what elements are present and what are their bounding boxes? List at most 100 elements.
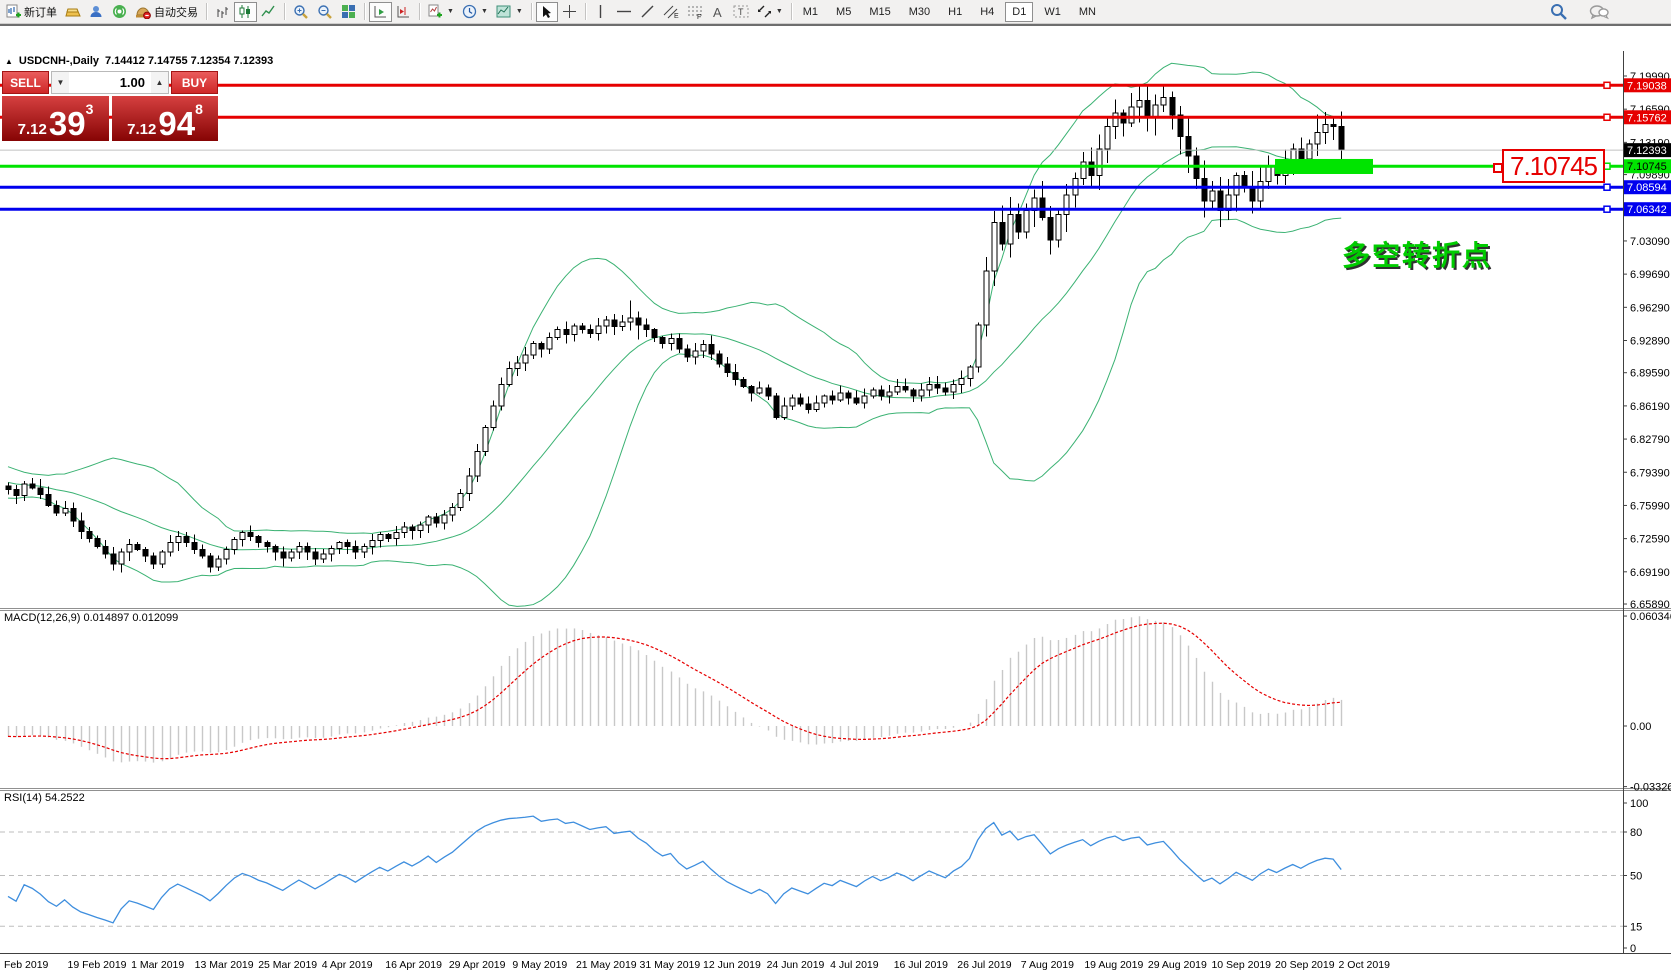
bull-bear-turning-point-note[interactable]: 多空转折点	[1342, 240, 1493, 271]
text-label-button[interactable]: T	[729, 2, 753, 22]
price-axis: 7.199907.165907.131907.098907.064907.030…	[1623, 71, 1671, 955]
bar-chart-button[interactable]	[211, 2, 234, 22]
chart-shift-icon	[397, 6, 409, 18]
chart-shift-button[interactable]	[392, 2, 415, 22]
fibonacci-button[interactable]: F	[683, 2, 707, 22]
template-chart-icon	[496, 5, 511, 17]
periods-button[interactable]: ▼	[458, 2, 492, 22]
auto-scroll-button[interactable]	[369, 1, 392, 22]
crosshair-button[interactable]	[558, 2, 581, 22]
timeframe-button-W1[interactable]: W1	[1044, 5, 1061, 18]
templates-button[interactable]: ▼	[492, 2, 527, 22]
time-axis-label: 24 Jun 2019	[767, 959, 825, 971]
time-axis-label: 7 Aug 2019	[1021, 959, 1074, 971]
horizontal-price-lines	[0, 83, 1623, 211]
rsi-axis-label: 100	[1630, 798, 1648, 810]
timeframe-button-M5[interactable]: M5	[836, 5, 852, 18]
time-axis-label: 16 Apr 2019	[385, 959, 442, 971]
price-axis-label: 6.69190	[1630, 567, 1670, 579]
auto-trading-label: 自动交易	[154, 6, 198, 19]
chat-button[interactable]	[1585, 2, 1613, 22]
time-axis[interactable]: Feb 2019 19 Feb 2019 1 Mar 2019 13 Mar 2019…	[4, 959, 1390, 971]
timeframe-button-H1[interactable]: H1	[948, 5, 963, 18]
community-icon	[90, 6, 102, 17]
chart-canvas[interactable]: 7.199907.165907.131907.098907.064907.030…	[0, 51, 1671, 975]
volume-increase-button[interactable]: ▲	[151, 72, 168, 93]
zoom-in-button[interactable]	[289, 2, 313, 22]
toolbar-right-group	[1546, 2, 1613, 22]
trendline-button[interactable]	[636, 2, 659, 22]
auto-scroll-icon	[374, 6, 386, 18]
price-badge	[1624, 202, 1671, 217]
price-callout-box[interactable]: 7.10745	[1502, 149, 1605, 183]
price-axis-label: 6.79390	[1630, 467, 1670, 479]
price-axis-label: 6.92890	[1630, 335, 1670, 347]
price-axis-label: 6.86190	[1630, 401, 1670, 413]
rsi-axis-label: 15	[1630, 921, 1642, 933]
line-chart-button[interactable]	[257, 2, 280, 22]
equidistant-channel-button[interactable]: E	[659, 2, 683, 22]
timeframe-button-D1[interactable]: D1	[1005, 1, 1034, 22]
candlesticks	[5, 83, 1345, 573]
indicators-button[interactable]: ▼	[424, 2, 458, 22]
sell-price-prefix: 7.12	[17, 121, 47, 138]
new-order-icon	[6, 4, 21, 18]
candlestick-chart-button[interactable]	[234, 1, 257, 22]
svg-text:T: T	[738, 7, 744, 17]
volume-input[interactable]	[69, 72, 151, 93]
text-icon: A	[713, 5, 722, 19]
price-axis-label: 6.82790	[1630, 434, 1670, 446]
price-badge-label: 7.10745	[1627, 161, 1667, 173]
dropdown-caret: ▼	[480, 8, 488, 15]
timeframe-button-M30[interactable]: M30	[908, 5, 931, 18]
buy-button[interactable]: BUY	[171, 71, 218, 94]
vertical-line-button[interactable]	[590, 2, 612, 22]
cursor-button[interactable]	[535, 1, 558, 22]
text-label-icon: T	[733, 5, 749, 18]
timeframe-button-MN[interactable]: MN	[1078, 5, 1096, 18]
crosshair-icon	[562, 5, 576, 18]
line-end-handle[interactable]	[1603, 205, 1611, 213]
new-order-button[interactable]: 新订单	[2, 2, 61, 22]
horizontal-line-button[interactable]	[612, 2, 636, 22]
line-end-handle[interactable]	[1603, 81, 1611, 90]
sell-price-display[interactable]: 7.12 39 3	[2, 96, 109, 141]
buy-price-pips: 94	[158, 104, 196, 142]
one-click-panel-toggle-icon[interactable]: ▲	[5, 56, 13, 66]
timeframe-group: M1 M5 M15 M30 H1 H4 D1 W1 MN	[796, 1, 1103, 22]
time-axis-label: 19 Feb 2019	[68, 959, 127, 971]
signals-button[interactable]	[108, 2, 131, 22]
search-button[interactable]	[1546, 2, 1571, 22]
market-button[interactable]	[61, 2, 85, 22]
svg-text:E: E	[674, 13, 679, 19]
sell-button[interactable]: SELL	[2, 71, 49, 94]
price-panel	[0, 62, 1623, 607]
auto-trading-button[interactable]: 自动交易	[131, 2, 202, 22]
timeframe-button-M15[interactable]: M15	[869, 5, 891, 18]
zoom-out-button[interactable]	[313, 2, 337, 22]
rsi-indicator-label: RSI(14) 54.2522	[4, 792, 85, 804]
time-axis-label: 29 Apr 2019	[449, 959, 506, 971]
chart-title-row: ▲ USDCNH-,Daily 7.14412 7.14755 7.12354 …	[5, 55, 273, 67]
arrows-button[interactable]: ▼	[753, 2, 787, 22]
community-button[interactable]	[85, 2, 108, 22]
line-end-handle[interactable]	[1603, 113, 1611, 122]
timeframe-button-H4[interactable]: H4	[980, 5, 995, 18]
volume-decrease-button[interactable]: ▼	[52, 72, 69, 93]
main-toolbar: 新订单 自动交易 ▼ ▼	[0, 0, 1671, 24]
highlight-rectangle[interactable]	[1275, 158, 1373, 174]
signal-icon	[113, 5, 126, 18]
tile-windows-button[interactable]	[337, 2, 360, 22]
time-axis-label: 2 Oct 2019	[1339, 959, 1391, 971]
buy-price-point: 8	[195, 101, 203, 117]
macd-axis-label: -0.033267	[1630, 782, 1671, 794]
timeframe-button-M1[interactable]: M1	[802, 5, 819, 18]
line-end-handle[interactable]	[1603, 183, 1611, 191]
macd-indicator-label: MACD(12,26,9) 0.014897 0.012099	[4, 612, 179, 624]
text-button[interactable]: A	[707, 2, 729, 22]
clock-icon	[462, 4, 477, 19]
price-axis-label: 6.96290	[1630, 302, 1670, 314]
buy-price-display[interactable]: 7.12 94 8	[112, 96, 218, 141]
rsi-axis-label: 50	[1630, 871, 1642, 883]
new-order-label: 新订单	[24, 6, 57, 19]
